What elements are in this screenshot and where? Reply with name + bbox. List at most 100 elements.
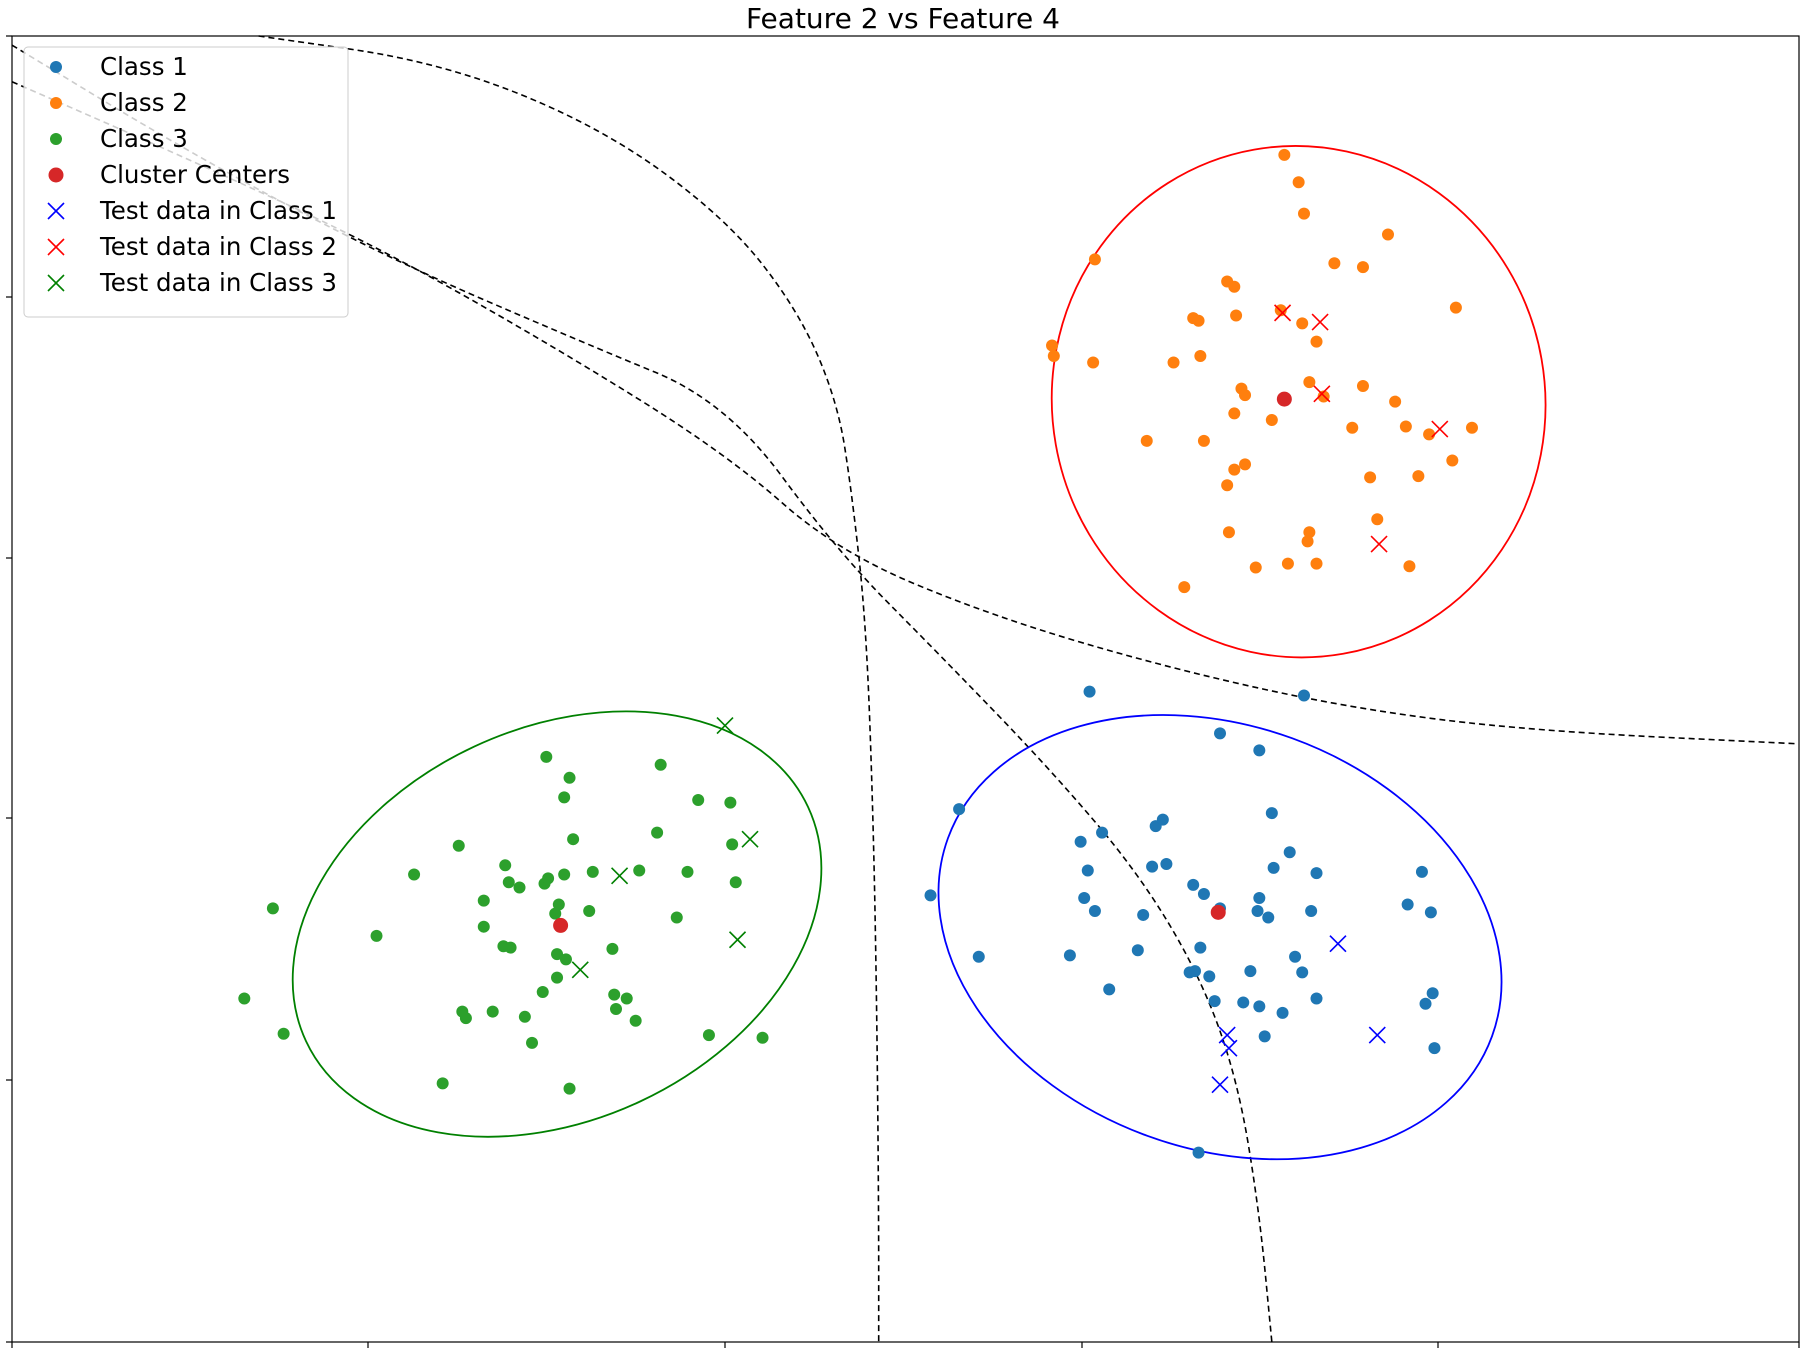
class-1-point-33: [1194, 941, 1207, 954]
class-1-point-37: [1188, 965, 1201, 978]
class-3-point-0: [540, 750, 553, 763]
class-2-point-12: [1230, 309, 1243, 322]
class-3-point-2: [654, 758, 667, 771]
test-data-in-class-1-marker-4: [1211, 1076, 1229, 1094]
class-3-point-33: [559, 953, 572, 966]
class-1-point-25: [1262, 911, 1275, 924]
cluster-centers-point-2: [553, 917, 569, 933]
test-data-in-class-3-marker-3: [728, 931, 747, 949]
test-data-in-class-2-stroke-b: [1273, 304, 1292, 322]
class-2-point-11: [1192, 314, 1205, 327]
class-2-point-24: [1239, 389, 1252, 402]
class-3-point-30: [504, 941, 517, 954]
class-1-point-34: [1289, 950, 1302, 963]
class-2-point-36: [1239, 458, 1252, 471]
test-data-in-class-1-stroke-b: [1368, 1026, 1386, 1044]
test-data-in-class-3-stroke-b: [728, 931, 747, 949]
class-1-point-19: [1078, 891, 1091, 904]
class-3-point-35: [536, 985, 549, 998]
decision-boundary-2: [11, 80, 1800, 745]
class-2-point-34: [1465, 421, 1478, 434]
class-1-point-2: [1214, 727, 1227, 740]
class-2-point-1: [1292, 176, 1305, 189]
class-2-point-37: [1221, 479, 1234, 492]
class-2-point-9: [1449, 301, 1462, 314]
class-3-point-10: [499, 859, 512, 872]
test-data-in-class-1-stroke-b: [1211, 1076, 1229, 1094]
class-1-point-28: [1424, 906, 1437, 919]
class-3-point-24: [583, 905, 596, 918]
class-1-point-46: [1426, 987, 1439, 1000]
class-3-point-45: [629, 1014, 642, 1027]
class-3-point-34: [551, 971, 564, 984]
class-3-point-47: [756, 1031, 769, 1044]
class-3-point-37: [620, 992, 633, 1005]
legend-frame: [23, 46, 349, 318]
class-2-point-27: [1228, 407, 1241, 420]
data-points: [238, 148, 1478, 1159]
class-1-point-38: [1203, 970, 1216, 983]
class-1-point-20: [1088, 905, 1101, 918]
test-data-in-class-2-stroke-b: [1311, 313, 1329, 331]
class-3-point-5: [724, 796, 737, 809]
class-1-point-1: [1298, 689, 1311, 702]
class-1-point-50: [1192, 1146, 1205, 1159]
class-1-point-43: [1253, 1000, 1266, 1013]
class-2-point-31: [1346, 421, 1359, 434]
test-data-in-class-3-stroke-b: [716, 717, 734, 735]
class-3-point-14: [408, 868, 421, 881]
class-2-point-47: [1281, 557, 1294, 570]
class-2-point-20: [1194, 349, 1207, 362]
legend-label-class-2: Class 2: [100, 88, 188, 117]
test-data-in-class-1-marker-3: [1368, 1026, 1386, 1044]
class-3-point-38: [238, 992, 251, 1005]
class-2-point-21: [1303, 376, 1316, 389]
class-1-point-42: [1237, 996, 1250, 1009]
test-data-in-class-1-stroke-b: [1329, 935, 1347, 953]
class-3-point-28: [549, 907, 562, 920]
legend-label-test-data-in-class-2: Test data in Class 2: [99, 232, 337, 261]
class-3-point-42: [518, 1010, 531, 1023]
class-1-point-35: [1296, 966, 1309, 979]
class-1-point-24: [1251, 905, 1264, 918]
class-2-point-28: [1265, 413, 1278, 426]
class-2-point-35: [1228, 463, 1241, 476]
test-data-in-class-2-marker-2: [1313, 385, 1331, 403]
class-2-point-42: [1222, 526, 1235, 539]
class-1-point-4: [953, 803, 966, 816]
class-1-point-10: [1081, 864, 1094, 877]
class-3-point-19: [729, 876, 742, 889]
class-1-point-27: [1401, 898, 1414, 911]
class-3-point-18: [558, 868, 571, 881]
class-1-point-47: [1258, 1030, 1271, 1043]
cluster-centers-point-1: [1210, 904, 1226, 920]
legend-x-stroke-b: [47, 274, 65, 292]
class-1-point-39: [1244, 965, 1257, 978]
class-2-point-49: [1403, 560, 1416, 573]
legend-marker-class-2: [50, 97, 62, 109]
class-2-point-8: [1228, 280, 1241, 293]
test-data-in-class-2-marker-3: [1431, 420, 1449, 438]
class-3-point-13: [681, 865, 694, 878]
class-3-point-15: [502, 876, 515, 889]
class-1-point-31: [1063, 949, 1076, 962]
legend-marker-class-3: [50, 133, 62, 145]
class-2-point-5: [1328, 257, 1341, 270]
ellipse-2: [291, 710, 823, 1138]
class-1-point-26: [1305, 905, 1318, 918]
class-1-point-11: [1146, 860, 1159, 873]
class-1-point-8: [1156, 813, 1169, 826]
class-3-point-43: [459, 1012, 472, 1025]
class-2-point-17: [1047, 349, 1060, 362]
class-1-point-3: [1253, 744, 1266, 757]
class-3-point-25: [477, 920, 490, 933]
legend-label-cluster-centers: Cluster Centers: [100, 160, 290, 189]
class-3-point-46: [702, 1029, 715, 1042]
class-2-point-16: [1046, 339, 1059, 352]
class-2-point-32: [1399, 420, 1412, 433]
class-3-point-1: [563, 771, 576, 784]
class-2-point-19: [1167, 356, 1180, 369]
class-3-point-17: [542, 872, 555, 885]
test-data-in-class-2-marker-0: [1273, 304, 1292, 322]
